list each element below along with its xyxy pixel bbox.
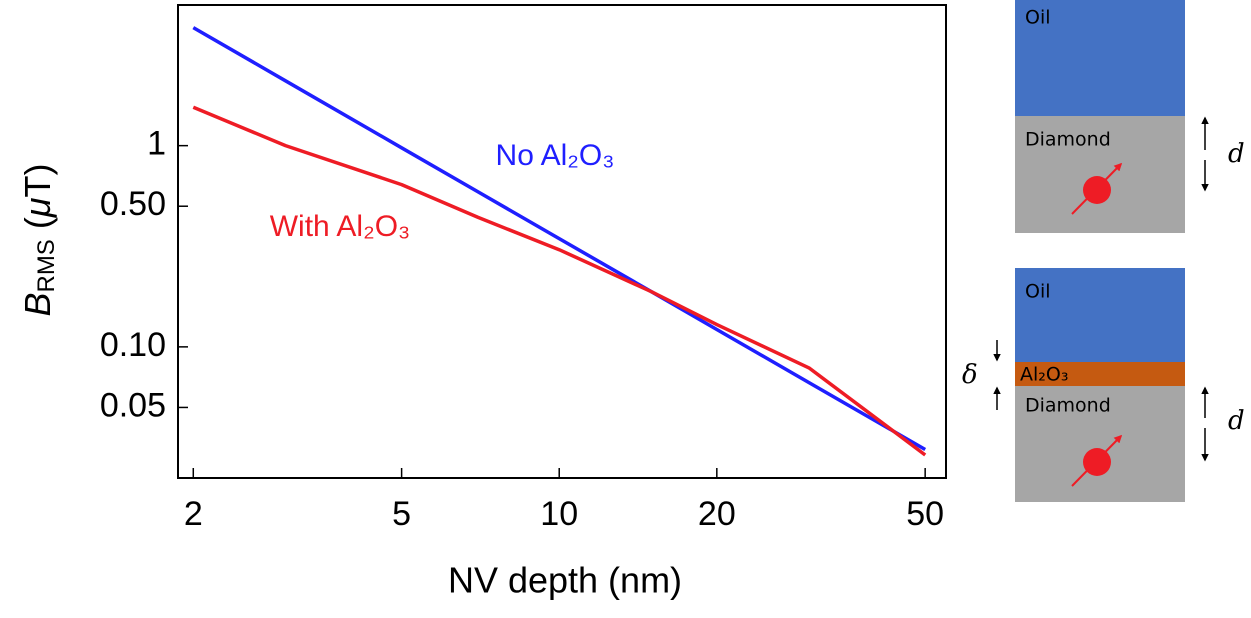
y-title-part: ( <box>17 217 58 239</box>
y-title-part: RMS <box>33 239 60 292</box>
diamond-layer <box>1015 386 1185 502</box>
diamond-layer <box>1015 116 1185 233</box>
diagram-with-layer: Oil Al₂O₃ Diamond d δ <box>962 268 1245 502</box>
x-tick-label: 10 <box>540 495 578 533</box>
depth-symbol: d <box>1228 139 1245 169</box>
oil-layer <box>1015 268 1185 362</box>
depth-symbol: d <box>1228 406 1245 436</box>
series-line <box>192 105 927 457</box>
y-title-part: T) <box>17 163 58 197</box>
oil-layer <box>1015 0 1185 116</box>
spin-arrow <box>1071 162 1123 215</box>
x-axis-title: NV depth (nm) <box>448 560 682 601</box>
series-label: With Al₂O₃ <box>270 210 411 243</box>
series-label: No Al₂O₃ <box>496 139 615 172</box>
thickness-symbol: δ <box>962 360 978 390</box>
y-title-part: μ <box>17 197 58 218</box>
alumina-layer <box>1015 362 1185 386</box>
x-tick-label: 5 <box>392 495 411 533</box>
alumina-label: Al₂O₃ <box>1020 364 1068 386</box>
y-tick-label: 0.50 <box>100 185 166 223</box>
x-tick-label: 50 <box>906 495 944 533</box>
y-title-part: B <box>17 293 58 317</box>
x-tick-label: 20 <box>698 495 736 533</box>
diagram-no-layer: Oil Diamond d <box>1015 0 1245 233</box>
diamond-label: Diamond <box>1025 129 1111 151</box>
y-axis-title: BRMS (μT) <box>17 163 61 316</box>
y-tick-label: 0.10 <box>100 326 166 364</box>
plot-frame <box>177 4 947 479</box>
oil-label: Oil <box>1025 281 1051 303</box>
x-tick-label: 2 <box>184 495 203 533</box>
oil-label: Oil <box>1025 7 1051 29</box>
series-line <box>192 26 927 452</box>
spin-arrow <box>1071 434 1123 487</box>
diamond-label: Diamond <box>1025 395 1111 417</box>
y-tick-label: 1 <box>147 125 166 163</box>
y-tick-label: 0.05 <box>100 386 166 424</box>
